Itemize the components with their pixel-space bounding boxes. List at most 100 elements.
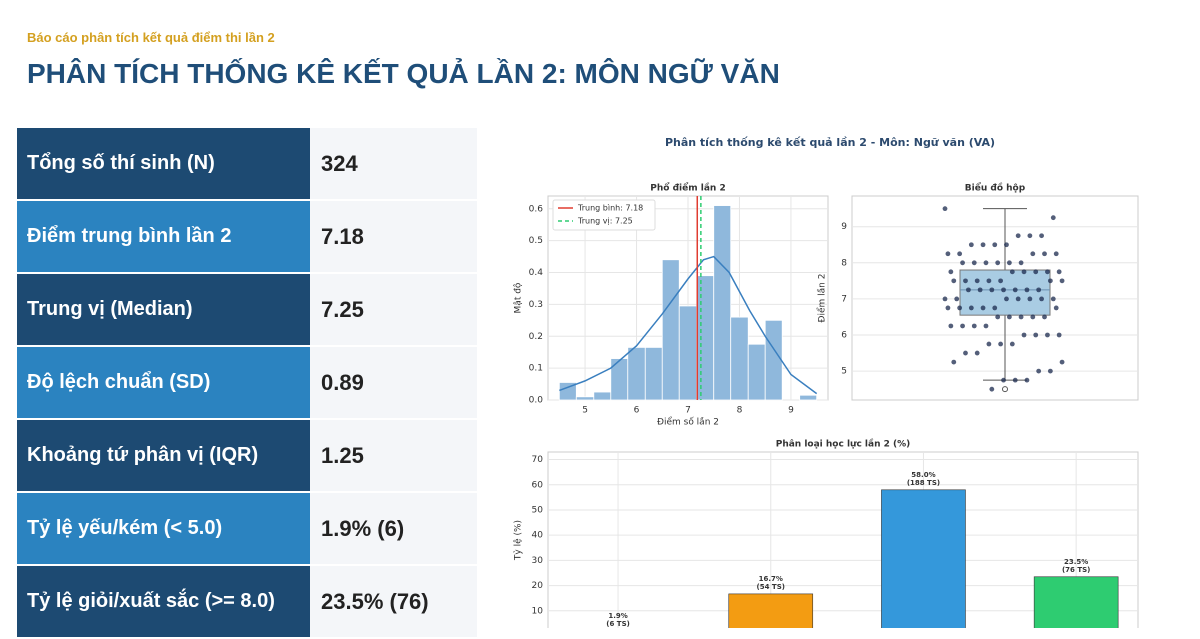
strip-point — [1030, 314, 1036, 320]
stat-label: Tỷ lệ giỏi/xuất sắc (>= 8.0) — [17, 566, 310, 637]
strip-point — [983, 260, 989, 266]
y-tick-label: 0.2 — [529, 332, 543, 342]
strip-point — [1030, 251, 1036, 257]
y-tick-label: 0.0 — [529, 396, 544, 406]
strip-point — [954, 296, 960, 302]
strip-point — [1006, 314, 1012, 320]
strip-point — [948, 269, 954, 275]
table-row: Tổng số thí sinh (N) 324 — [17, 128, 477, 199]
strip-point — [1045, 269, 1050, 275]
table-row: Tỷ lệ giỏi/xuất sắc (>= 8.0) 23.5% (76) — [17, 566, 477, 637]
strip-point — [1012, 377, 1018, 383]
strip-point — [977, 287, 983, 293]
y-axis-label: Mật độ — [513, 282, 524, 313]
y-tick-label: 0.5 — [529, 236, 543, 246]
stat-value: 1.25 — [310, 420, 477, 491]
y-tick-label: 8 — [841, 258, 847, 268]
strip-point — [1059, 278, 1065, 284]
strip-point — [971, 260, 977, 266]
charts: Phân tích thống kê kết quả lần 2 - Môn: … — [513, 136, 1139, 628]
value-label: 58.0% — [911, 471, 935, 479]
stat-label: Độ lệch chuẩn (SD) — [17, 347, 310, 418]
strip-point — [974, 350, 980, 356]
histogram-bar — [644, 347, 663, 401]
stat-label: Điểm trung bình lần 2 — [17, 201, 310, 272]
y-tick-label: 0.4 — [529, 268, 544, 278]
strip-point — [998, 278, 1004, 284]
bar — [1033, 576, 1119, 628]
strip-point — [1050, 296, 1056, 302]
stat-value: 324 — [310, 128, 477, 199]
strip-point — [1039, 296, 1044, 302]
legend-label: Trung vị: 7.25 — [577, 217, 633, 227]
y-tick-label: 30 — [532, 556, 544, 566]
strip-point — [966, 287, 971, 293]
strip-point — [986, 341, 992, 347]
stats-table: Tổng số thí sinh (N) 324 Điểm trung bình l… — [17, 128, 477, 639]
strip-point — [1050, 215, 1056, 221]
strip-point — [957, 251, 963, 257]
strip-point — [1024, 377, 1030, 383]
histogram-bar — [593, 391, 612, 401]
y-tick-label: 5 — [841, 367, 847, 377]
strip-point — [1021, 332, 1027, 338]
strip-point — [1015, 233, 1021, 239]
y-tick-label: 60 — [532, 480, 544, 490]
histogram-bar — [730, 316, 749, 401]
y-tick-label: 0.1 — [529, 364, 543, 374]
strip-point — [992, 242, 998, 248]
strip-point — [1042, 251, 1047, 257]
strip-point — [951, 278, 957, 284]
strip-point — [1056, 332, 1062, 338]
strip-point — [1024, 287, 1030, 293]
strip-point — [1033, 332, 1039, 338]
strip-point — [971, 323, 977, 329]
y-tick-label: 6 — [841, 331, 847, 341]
strip-point — [989, 287, 995, 293]
count-label: (188 TS) — [907, 479, 940, 487]
histogram-bar — [661, 259, 680, 401]
stat-value: 7.25 — [310, 274, 477, 345]
strip-point — [995, 314, 1001, 320]
strip-point — [957, 305, 963, 311]
y-tick-label: 70 — [532, 455, 544, 465]
strip-point — [1047, 368, 1053, 374]
strip-point — [998, 341, 1004, 347]
strip-point — [960, 323, 965, 329]
table-row: Khoảng tứ phân vị (IQR) 1.25 — [17, 420, 477, 491]
table-row: Độ lệch chuẩn (SD) 0.89 — [17, 347, 477, 418]
stat-label: Khoảng tứ phân vị (IQR) — [17, 420, 310, 491]
y-tick-label: 0.6 — [529, 204, 544, 214]
histogram-bar — [575, 396, 595, 401]
stat-value: 7.18 — [310, 201, 477, 272]
strip-point — [1056, 269, 1062, 275]
strip-point — [1047, 278, 1053, 284]
strip-point — [1039, 233, 1044, 239]
histogram-bar — [764, 319, 783, 401]
strip-point — [1009, 341, 1015, 347]
count-label: (76 TS) — [1062, 566, 1090, 574]
x-tick-label: 7 — [685, 406, 691, 416]
value-label: 16.7% — [759, 575, 783, 583]
legend-label: Trung bình: 7.18 — [577, 204, 643, 213]
y-tick-label: 20 — [532, 581, 544, 591]
strip-point — [1053, 251, 1059, 257]
x-axis-label: Điểm số lần 2 — [657, 417, 719, 428]
strip-point — [1053, 305, 1059, 311]
strip-point — [1004, 296, 1009, 302]
bar — [881, 489, 966, 628]
stat-value: 1.9% (6) — [310, 493, 477, 564]
bar — [728, 593, 814, 628]
strip-point — [1004, 242, 1009, 248]
strip-point — [1018, 260, 1024, 266]
count-label: (6 TS) — [606, 620, 630, 628]
legend — [552, 199, 656, 231]
y-tick-label: 7 — [841, 294, 847, 304]
x-tick-label: 9 — [788, 406, 794, 416]
strip-point — [986, 278, 992, 284]
strip-point — [942, 296, 948, 302]
strip-point — [1018, 314, 1024, 320]
strip-point — [968, 305, 974, 311]
histogram-bar — [799, 394, 818, 401]
